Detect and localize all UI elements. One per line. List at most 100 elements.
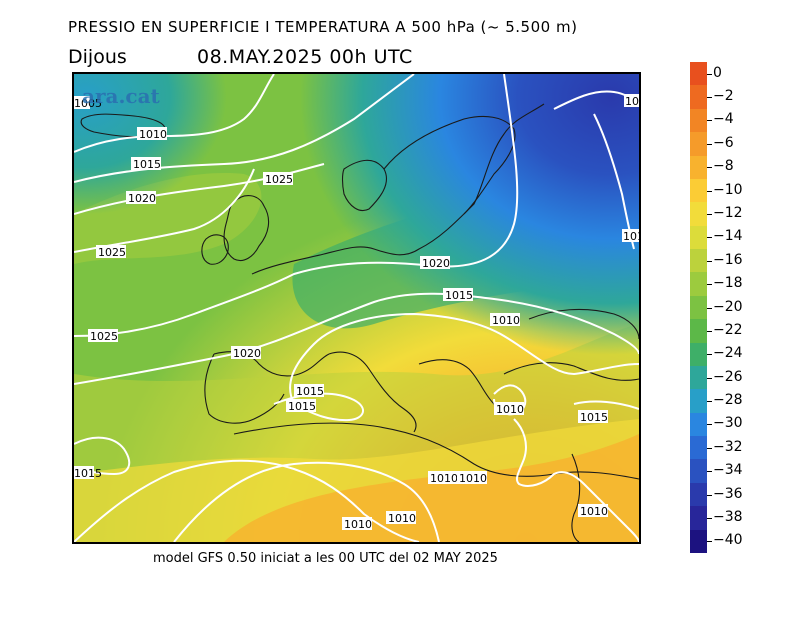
svg-text:1005: 1005: [625, 95, 639, 108]
chart-title: PRESSIO EN SUPERFICIE I TEMPERATURA A 50…: [68, 18, 578, 36]
isobar-line: [74, 74, 275, 153]
svg-text:1015: 1015: [133, 158, 161, 171]
isobar-label: 1015: [131, 157, 161, 171]
isobar-label: 1010: [428, 471, 458, 485]
colorbar-label: −28: [713, 392, 743, 409]
colorbar-tick: [707, 260, 712, 262]
colorbar-tick: [707, 354, 712, 356]
isobar-label: 1010: [578, 504, 608, 518]
britain-coast: [223, 195, 270, 262]
colorbar-segment: [690, 108, 707, 133]
weekday-label: Dijous: [68, 46, 127, 68]
isobar-labels: 1010 1015 1020 1025 1025 1025 1020 1020 …: [74, 94, 639, 531]
isobar-label: 1015: [294, 384, 324, 398]
colorbar-segment: [690, 295, 707, 320]
colorbar-label: −36: [713, 485, 743, 502]
black-sea-coast: [528, 308, 639, 340]
svg-text:1010: 1010: [430, 472, 458, 485]
colorbar-tick: [707, 120, 712, 122]
colorbar-label: −24: [713, 345, 743, 362]
isobar-label: 1020: [420, 256, 450, 270]
svg-text:1010: 1010: [139, 128, 167, 141]
colorbar-segment: [690, 506, 707, 531]
isobar-line: [573, 400, 639, 410]
svg-text:1015: 1015: [580, 411, 608, 424]
model-footer: model GFS 0.50 iniciat a les 00 UTC del …: [153, 551, 498, 566]
colorbar-label: 0: [713, 64, 722, 81]
colorbar-segment: [690, 62, 707, 86]
colorbar-segment: [690, 436, 707, 460]
svg-text:1010: 1010: [492, 314, 520, 327]
colorbar-tick: [707, 330, 712, 332]
svg-text:1015: 1015: [445, 289, 473, 302]
colorbar-label: −16: [713, 251, 743, 268]
colorbar-tick: [707, 401, 712, 403]
colorbar-label: −26: [713, 368, 743, 385]
valid-date-label: 08.MAY.2025 00h UTC: [197, 46, 413, 68]
svg-text:1010: 1010: [580, 505, 608, 518]
colorbar-tick: [707, 237, 712, 239]
colorbar-label: −18: [713, 275, 743, 292]
colorbar-tick: [707, 541, 712, 543]
colorbar-label: −2: [713, 88, 734, 105]
colorbar-tick: [707, 167, 712, 169]
colorbar-segment: [690, 202, 707, 227]
colorbar-tick: [707, 494, 712, 496]
colorbar-segment: [690, 389, 707, 414]
isobar-label: 1015: [286, 399, 316, 413]
isobar-label: 1005: [624, 94, 639, 108]
north-africa-coast: [233, 422, 639, 480]
colorbar-segment: [690, 529, 707, 554]
isobar-line: [289, 312, 639, 405]
isobar-label: 1025: [96, 245, 126, 259]
isobar-label: 1010: [457, 471, 487, 485]
iberia-coast: [204, 353, 285, 424]
colorbar-label: −8: [713, 158, 734, 175]
isobar-label: 1010: [137, 127, 167, 141]
colorbar-tick: [707, 307, 712, 309]
isobar-label: 1020: [126, 191, 156, 205]
svg-text:1010: 1010: [496, 403, 524, 416]
isobar-line: [74, 74, 519, 337]
colorbar-tick: [707, 190, 712, 192]
svg-text:1015: 1015: [296, 385, 324, 398]
colorbar-tick: [707, 377, 712, 379]
colorbar-segment: [690, 412, 707, 437]
isobar-label: 1020: [231, 346, 261, 360]
colorbar-label: −12: [713, 204, 743, 221]
watermark-logo: ara.cat: [82, 84, 160, 108]
colorbar-label: −4: [713, 111, 734, 128]
isobar-label: 1010: [622, 229, 639, 243]
isobar-label: 1010: [490, 313, 520, 327]
svg-text:1005: 1005: [74, 97, 102, 110]
italy-coast: [328, 351, 417, 433]
isobar-label: 1015: [578, 410, 608, 424]
colorbar-segment: [690, 178, 707, 203]
svg-text:1010: 1010: [623, 230, 639, 243]
isobar-label: 1005: [74, 96, 102, 110]
svg-text:1015: 1015: [288, 400, 316, 413]
colorbar-segment: [690, 459, 707, 484]
isobar-line: [74, 163, 325, 215]
colorbar-segment: [690, 155, 707, 180]
colorbar-label: −32: [713, 438, 743, 455]
svg-text:1025: 1025: [90, 330, 118, 343]
weather-map: 1010 1015 1020 1025 1025 1025 1020 1020 …: [72, 72, 641, 544]
colorbar-segment: [690, 249, 707, 273]
colorbar-label: −40: [713, 532, 743, 549]
colorbar-tick: [707, 424, 712, 426]
isobar-line: [173, 461, 440, 542]
black-sea-coast: [503, 362, 639, 381]
svg-text:1025: 1025: [98, 246, 126, 259]
colorbar-tick: [707, 73, 712, 75]
colorbar-label: −10: [713, 181, 743, 198]
svg-text:1010: 1010: [388, 512, 416, 525]
isobar-line: [74, 292, 639, 385]
colorbar-segment: [690, 342, 707, 367]
svg-text:1015: 1015: [74, 467, 102, 480]
colorbar-label: −6: [713, 134, 734, 151]
colorbar-label: −20: [713, 298, 743, 315]
colorbar-label: −14: [713, 228, 743, 245]
colorbar-tick: [707, 447, 712, 449]
colorbar-segment: [690, 225, 707, 250]
